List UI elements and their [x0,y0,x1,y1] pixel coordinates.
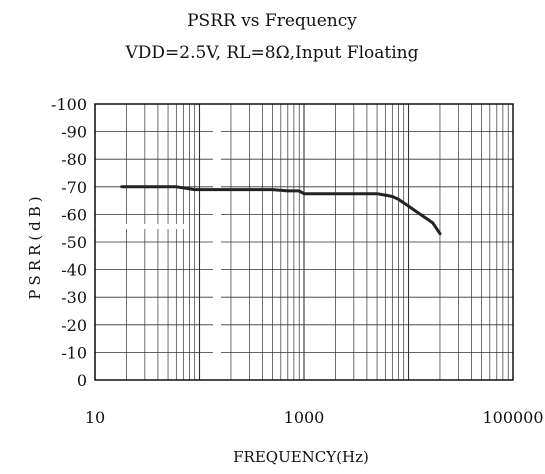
grid-gap [213,98,221,382]
plot-frame [94,103,514,381]
y-tick-label: -70 [61,178,87,197]
x-tick-label: 100000 [482,408,543,427]
y-tick-label: 0 [77,371,87,390]
y-tick-label: -60 [61,205,87,224]
x-tick-label: 10 [85,408,105,427]
grid-gap [65,224,188,229]
y-tick-label: -40 [61,261,87,280]
y-axis-label: PSRR(dB) [26,192,44,299]
y-tick-label: -100 [51,95,87,114]
grid [65,98,513,382]
y-tick-label: -10 [61,343,87,362]
series-line [120,185,442,236]
y-tick-label: -20 [61,316,87,335]
x-tick-label: 1000 [284,408,325,427]
y-tick-label: -50 [61,233,87,252]
chart-subtitle: VDD=2.5V, RL=8Ω,Input Floating [124,43,418,63]
y-tick-label: -80 [61,150,87,169]
series-layer [120,185,442,236]
x-axis-label: FREQUENCY(Hz) [233,448,369,466]
chart-title: PSRR vs Frequency [187,11,357,31]
y-tick-label: -90 [61,123,87,142]
y-tick-label: -30 [61,288,87,307]
